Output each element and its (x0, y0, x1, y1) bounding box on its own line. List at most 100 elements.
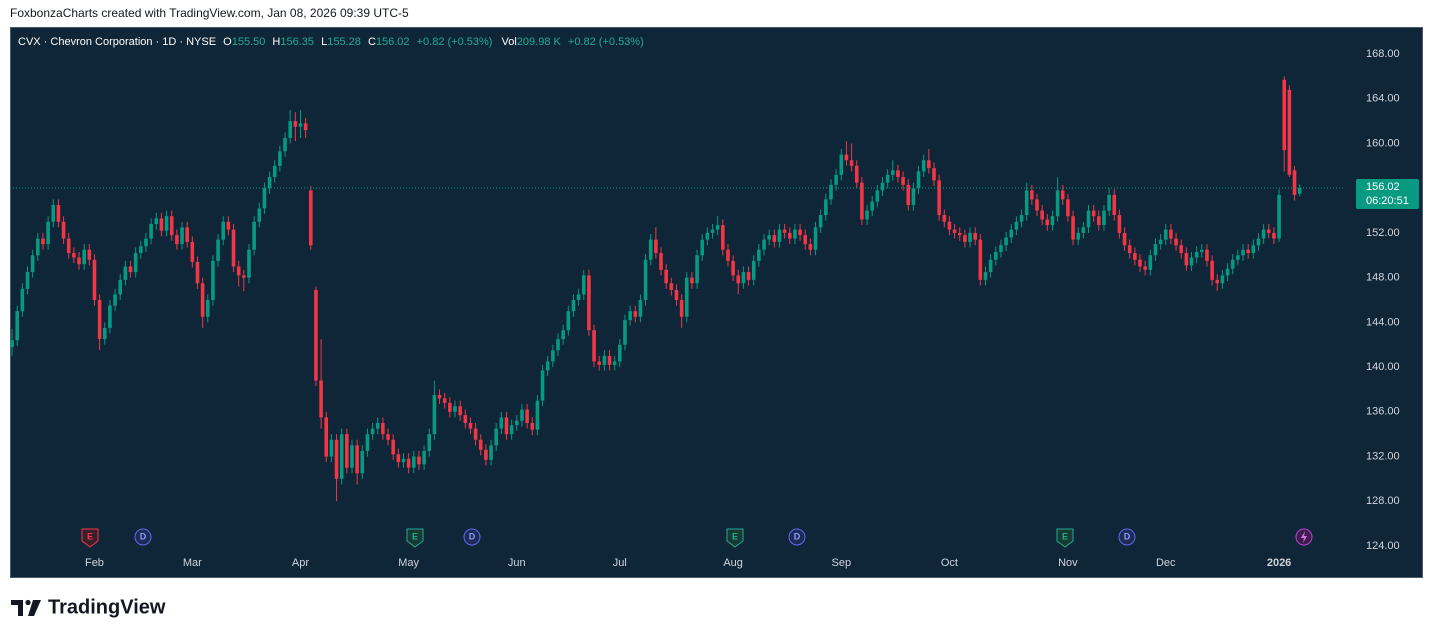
candle-body (1163, 229, 1168, 240)
candle-body (10, 340, 14, 347)
candle-body (865, 210, 869, 220)
candle-body (1040, 210, 1044, 220)
candle-body (947, 221, 952, 230)
candle-body (1215, 279, 1220, 284)
candle-body (1205, 249, 1209, 261)
candle-body (973, 232, 977, 240)
symbol: CVX · Chevron Corporation · 1D · NYSE (18, 36, 216, 48)
earnings-label: E (87, 531, 93, 541)
x-tick-label: Jul (613, 557, 627, 569)
candle-body (242, 275, 246, 278)
candle-body (15, 311, 20, 341)
candle-body (339, 434, 344, 479)
candle-body (432, 395, 437, 435)
candle-body (710, 229, 715, 233)
x-tick-label: Nov (1058, 557, 1078, 569)
candle-body (870, 201, 874, 211)
candle-body (798, 229, 802, 236)
candle-body (211, 260, 215, 301)
candle-body (272, 165, 277, 178)
vol: 209.98 K (517, 36, 562, 48)
candle-body (1148, 255, 1153, 270)
candle-body (906, 184, 911, 205)
candle-body (236, 266, 241, 276)
candle-body (545, 361, 550, 371)
x-tick-label: Feb (85, 557, 104, 569)
candle-body (185, 227, 189, 242)
candle-body (561, 330, 565, 340)
candle-body (530, 422, 535, 430)
candle-body (885, 174, 890, 183)
candle-body (1225, 268, 1230, 276)
candle-body (1143, 266, 1147, 270)
candle-body (422, 450, 426, 465)
candle-body (25, 272, 30, 289)
brand: TradingView (48, 596, 166, 618)
candle-body (267, 177, 272, 189)
y-tick-label: 144.00 (1366, 316, 1400, 328)
candle-body (226, 221, 231, 230)
earnings-icon[interactable] (1056, 528, 1074, 548)
y-tick-label: 148.00 (1366, 272, 1400, 284)
candle-body (149, 223, 153, 239)
dividend-icon[interactable] (463, 528, 481, 546)
candle-body (1050, 216, 1055, 226)
candle-body (602, 355, 607, 365)
candle-body (169, 216, 174, 236)
candle-body (97, 300, 102, 340)
earnings-label: E (412, 531, 418, 541)
candle-body (535, 400, 540, 430)
candle-body (690, 277, 694, 284)
candle-body (1220, 275, 1225, 284)
candle-body (82, 249, 86, 265)
earnings-icon[interactable] (726, 528, 744, 548)
earnings-icon[interactable] (406, 528, 424, 548)
change: +0.82 (+0.53%) (417, 36, 493, 48)
candle-body (669, 283, 674, 290)
candle-body (308, 190, 313, 246)
candle-body (860, 182, 864, 220)
candle-body (612, 361, 617, 365)
candle-body (654, 239, 658, 254)
candle-body (1019, 215, 1024, 222)
candle-body (813, 227, 818, 250)
candle-body (674, 289, 679, 301)
candle-body (448, 402, 452, 412)
candle-body (453, 406, 457, 412)
close: 156.02 (376, 36, 410, 48)
candle-body (638, 300, 643, 317)
dividend-icon[interactable] (134, 528, 152, 546)
candle-body (952, 229, 957, 233)
candle-body (484, 449, 488, 460)
attribution: FoxbonzaCharts created with TradingView.… (10, 6, 409, 20)
candle-body (56, 204, 61, 222)
candle-body (932, 168, 936, 181)
candle-body (139, 246, 143, 254)
candle-body (581, 275, 586, 295)
candle-body (854, 165, 859, 183)
candle-body (1091, 210, 1096, 217)
candle-body (288, 121, 292, 138)
dividend-icon[interactable] (788, 528, 806, 546)
candle-body (1266, 229, 1271, 233)
candle-body (1189, 257, 1194, 266)
y-tick-label: 128.00 (1366, 495, 1400, 507)
candle-body (1009, 229, 1014, 238)
candle-body (901, 177, 905, 185)
candle-body (1127, 245, 1132, 254)
candle-body (180, 227, 184, 245)
candle-body (175, 235, 179, 245)
candle-body (463, 415, 468, 423)
candle-body (355, 445, 359, 474)
candle-body (911, 188, 916, 205)
candle-body (1117, 215, 1122, 233)
candle-body (252, 221, 256, 250)
earnings-icon[interactable] (81, 528, 99, 548)
candle-body (993, 251, 998, 260)
candle-body (818, 215, 823, 228)
dividend-icon[interactable] (1118, 528, 1136, 546)
candle-body (1024, 190, 1029, 216)
candle-body (406, 458, 411, 468)
candle-body (1210, 260, 1214, 280)
